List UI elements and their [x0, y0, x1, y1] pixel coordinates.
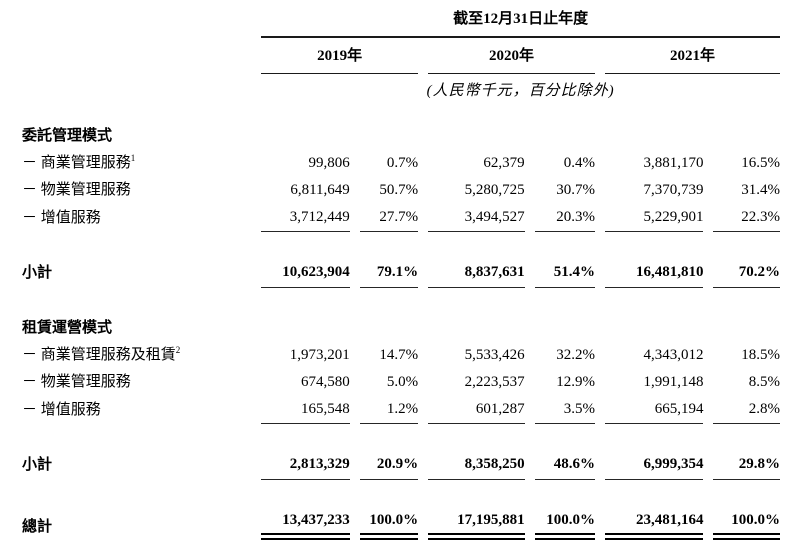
unit-note-row: (人民幣千元，百分比除外): [22, 74, 780, 105]
percent-cell: 14.7%: [379, 347, 419, 363]
row-label: － 增值服務: [22, 210, 101, 226]
percent-cell: 2.8%: [713, 396, 780, 424]
percent-cell: 16.5%: [741, 155, 780, 171]
section-title-row: 委託管理模式: [22, 123, 780, 150]
amount-cell: 3,712,449: [261, 204, 350, 232]
amount-cell: 6,999,354: [604, 451, 704, 480]
amount-cell: 674,580: [301, 374, 350, 390]
percent-cell: 70.2%: [713, 259, 780, 288]
amount-cell: 5,280,725: [464, 182, 525, 198]
subtotal-row: 小計 2,813,329 20.9% 8,358,250 48.6% 6,999…: [22, 451, 780, 480]
amount-cell: 8,837,631: [428, 259, 525, 288]
unit-note: (人民幣千元，百分比除外): [426, 83, 615, 99]
year-header-row: 2019年 2020年 2021年: [22, 38, 780, 74]
section-title: 委託管理模式: [22, 128, 113, 144]
percent-cell: 20.3%: [534, 204, 595, 232]
period-header: 截至12月31日止年度: [261, 6, 780, 38]
footnote-ref: 2: [175, 345, 181, 355]
amount-cell: 2,223,537: [464, 374, 525, 390]
percent-cell: 3.5%: [534, 396, 595, 424]
amount-cell: 2,813,329: [261, 451, 350, 480]
amount-cell: 3,881,170: [643, 155, 704, 171]
percent-cell: 30.7%: [556, 182, 595, 198]
amount-cell: 665,194: [604, 396, 704, 424]
year-header-2019: 2019年: [261, 38, 419, 74]
spacer: [22, 424, 780, 451]
percent-cell: 100.0%: [534, 507, 595, 540]
amount-cell: 7,370,739: [643, 182, 704, 198]
amount-cell: 99,806: [308, 155, 350, 171]
amount-cell: 62,379: [483, 155, 525, 171]
percent-cell: 79.1%: [359, 259, 419, 288]
percent-cell: 0.7%: [386, 155, 419, 171]
table-row: － 物業管理服務 674,580 5.0% 2,223,537 12.9% 1,…: [22, 369, 780, 396]
amount-cell: 3,494,527: [428, 204, 525, 232]
spacer: [22, 105, 780, 123]
percent-cell: 32.2%: [556, 347, 595, 363]
amount-cell: 17,195,881: [428, 507, 525, 540]
percent-cell: 29.8%: [713, 451, 780, 480]
percent-cell: 22.3%: [713, 204, 780, 232]
percent-cell: 48.6%: [534, 451, 595, 480]
table-row: － 增值服務 165,548 1.2% 601,287 3.5% 665,194…: [22, 396, 780, 424]
percent-cell: 51.4%: [534, 259, 595, 288]
percent-cell: 100.0%: [359, 507, 419, 540]
empty-corner: [22, 6, 251, 38]
table-row: － 增值服務 3,712,449 27.7% 3,494,527 20.3% 5…: [22, 204, 780, 232]
amount-cell: 601,287: [428, 396, 525, 424]
amount-cell: 10,623,904: [261, 259, 350, 288]
table-row: － 物業管理服務 6,811,649 50.7% 5,280,725 30.7%…: [22, 177, 780, 204]
total-label: 總計: [22, 519, 53, 535]
amount-cell: 13,437,233: [261, 507, 350, 540]
year-header-2020: 2020年: [428, 38, 595, 74]
amount-cell: 4,343,012: [643, 347, 704, 363]
percent-cell: 12.9%: [556, 374, 595, 390]
percent-cell: 50.7%: [379, 182, 419, 198]
row-label: － 物業管理服務: [22, 374, 131, 390]
amount-cell: 6,811,649: [290, 182, 350, 198]
table-row: － 商業管理服務1 99,806 0.7% 62,379 0.4% 3,881,…: [22, 150, 780, 177]
amount-cell: 23,481,164: [604, 507, 704, 540]
percent-cell: 8.5%: [748, 374, 780, 390]
amount-cell: 5,229,901: [604, 204, 704, 232]
percent-cell: 0.4%: [563, 155, 595, 171]
percent-cell: 100.0%: [713, 507, 780, 540]
section-title: 租賃運營模式: [22, 320, 113, 336]
spacer: [22, 232, 780, 259]
row-label: － 增值服務: [22, 402, 101, 418]
period-header-row: 截至12月31日止年度: [22, 6, 780, 38]
footnote-ref: 1: [130, 153, 136, 163]
section-title-row: 租賃運營模式: [22, 315, 780, 342]
amount-cell: 16,481,810: [604, 259, 704, 288]
year-header-2021: 2021年: [604, 38, 780, 74]
amount-cell: 1,991,148: [643, 374, 704, 390]
row-label: － 商業管理服務及租賃: [22, 347, 176, 363]
spacer: [22, 480, 780, 507]
row-label: － 商業管理服務: [22, 155, 131, 171]
amount-cell: 8,358,250: [428, 451, 525, 480]
amount-cell: 5,533,426: [464, 347, 525, 363]
subtotal-label: 小計: [22, 265, 53, 281]
revenue-breakdown-table: 截至12月31日止年度 2019年 2020年 2021年 (人民幣千元，百分比…: [12, 6, 790, 540]
percent-cell: 20.9%: [359, 451, 419, 480]
subtotal-label: 小計: [22, 457, 53, 473]
percent-cell: 18.5%: [741, 347, 780, 363]
percent-cell: 27.7%: [359, 204, 419, 232]
subtotal-row: 小計 10,623,904 79.1% 8,837,631 51.4% 16,4…: [22, 259, 780, 288]
amount-cell: 165,548: [261, 396, 350, 424]
percent-cell: 1.2%: [359, 396, 419, 424]
total-row: 總計 13,437,233 100.0% 17,195,881 100.0% 2…: [22, 507, 780, 540]
amount-cell: 1,973,201: [289, 347, 350, 363]
percent-cell: 31.4%: [741, 182, 780, 198]
table-row: － 商業管理服務及租賃2 1,973,201 14.7% 5,533,426 3…: [22, 342, 780, 369]
spacer: [22, 288, 780, 315]
percent-cell: 5.0%: [386, 374, 419, 390]
row-label: － 物業管理服務: [22, 182, 131, 198]
